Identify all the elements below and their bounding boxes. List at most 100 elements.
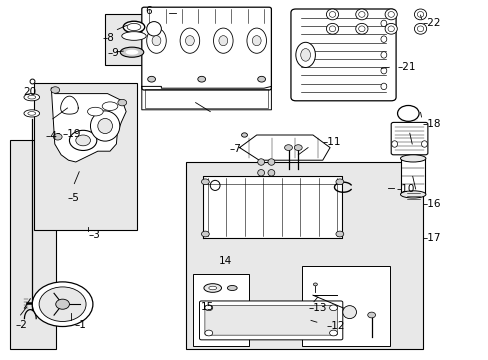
Text: –8: –8	[102, 33, 114, 43]
Text: 20: 20	[23, 87, 37, 97]
Ellipse shape	[201, 179, 209, 185]
Ellipse shape	[152, 36, 161, 46]
Text: –22: –22	[422, 18, 441, 28]
Ellipse shape	[421, 141, 427, 147]
FancyBboxPatch shape	[204, 306, 337, 335]
Ellipse shape	[387, 26, 393, 32]
Ellipse shape	[51, 87, 60, 93]
Ellipse shape	[313, 283, 317, 286]
Ellipse shape	[257, 76, 265, 82]
Ellipse shape	[380, 83, 386, 90]
Ellipse shape	[180, 28, 199, 53]
Ellipse shape	[367, 312, 375, 318]
Ellipse shape	[284, 145, 292, 150]
Text: 15: 15	[200, 302, 213, 312]
Text: –7: –7	[229, 144, 241, 154]
Ellipse shape	[120, 47, 143, 57]
Ellipse shape	[125, 50, 138, 55]
Ellipse shape	[385, 23, 397, 34]
Ellipse shape	[219, 36, 227, 46]
Text: –3: –3	[89, 230, 101, 240]
Ellipse shape	[380, 52, 386, 58]
FancyBboxPatch shape	[290, 9, 395, 101]
Ellipse shape	[53, 134, 62, 140]
Ellipse shape	[355, 9, 367, 20]
Ellipse shape	[417, 12, 423, 17]
Ellipse shape	[76, 135, 90, 146]
Ellipse shape	[146, 28, 166, 53]
Ellipse shape	[102, 102, 118, 111]
Polygon shape	[61, 96, 78, 114]
Ellipse shape	[380, 67, 386, 74]
FancyBboxPatch shape	[199, 301, 342, 340]
Text: –12: –12	[326, 321, 345, 331]
Bar	[193, 274, 249, 346]
Text: –17: –17	[422, 233, 441, 243]
Ellipse shape	[252, 36, 261, 46]
Ellipse shape	[257, 170, 264, 176]
Ellipse shape	[203, 284, 221, 292]
Ellipse shape	[127, 23, 141, 31]
Ellipse shape	[69, 130, 97, 150]
Ellipse shape	[147, 76, 155, 82]
Ellipse shape	[24, 94, 40, 101]
Ellipse shape	[329, 305, 337, 311]
Bar	[144, 89, 268, 108]
Ellipse shape	[90, 111, 120, 141]
Ellipse shape	[391, 141, 397, 147]
Polygon shape	[239, 135, 329, 160]
Ellipse shape	[56, 299, 69, 309]
Text: –2: –2	[16, 320, 27, 330]
Ellipse shape	[295, 42, 315, 68]
Text: –10: –10	[395, 184, 414, 194]
Text: –5: –5	[67, 193, 79, 203]
Ellipse shape	[402, 109, 413, 117]
Ellipse shape	[326, 23, 338, 34]
Bar	[302, 266, 389, 346]
Text: –21: –21	[396, 62, 415, 72]
Ellipse shape	[335, 231, 343, 237]
Ellipse shape	[267, 170, 274, 176]
Ellipse shape	[197, 76, 205, 82]
Ellipse shape	[387, 12, 393, 17]
Ellipse shape	[329, 26, 335, 32]
Polygon shape	[51, 88, 126, 162]
FancyBboxPatch shape	[142, 7, 271, 90]
Ellipse shape	[32, 282, 93, 327]
Bar	[10, 140, 56, 349]
Ellipse shape	[123, 21, 144, 33]
Text: –11: –11	[322, 137, 341, 147]
Ellipse shape	[358, 26, 364, 32]
Text: –4: –4	[45, 131, 57, 141]
Bar	[400, 158, 425, 194]
Bar	[185, 162, 422, 349]
FancyBboxPatch shape	[390, 122, 427, 155]
Text: –1: –1	[74, 320, 86, 330]
Ellipse shape	[28, 95, 36, 99]
Ellipse shape	[204, 305, 212, 311]
Ellipse shape	[300, 49, 310, 61]
Bar	[105, 14, 154, 65]
Ellipse shape	[414, 23, 426, 34]
Ellipse shape	[358, 12, 364, 17]
Text: –9: –9	[107, 48, 119, 58]
Ellipse shape	[227, 285, 237, 291]
Ellipse shape	[267, 159, 274, 165]
Ellipse shape	[257, 159, 264, 165]
Polygon shape	[203, 176, 342, 238]
Ellipse shape	[329, 12, 335, 17]
Ellipse shape	[98, 118, 112, 134]
Ellipse shape	[39, 287, 86, 321]
Text: –19: –19	[62, 129, 81, 139]
Text: –16: –16	[422, 199, 441, 210]
Ellipse shape	[385, 9, 397, 20]
Ellipse shape	[146, 22, 161, 36]
Ellipse shape	[380, 20, 386, 27]
Ellipse shape	[213, 28, 233, 53]
Ellipse shape	[414, 9, 426, 20]
Text: 6: 6	[145, 6, 152, 16]
Ellipse shape	[400, 155, 425, 162]
Text: –13: –13	[307, 303, 326, 313]
Text: 14: 14	[218, 256, 231, 266]
Ellipse shape	[397, 105, 418, 121]
